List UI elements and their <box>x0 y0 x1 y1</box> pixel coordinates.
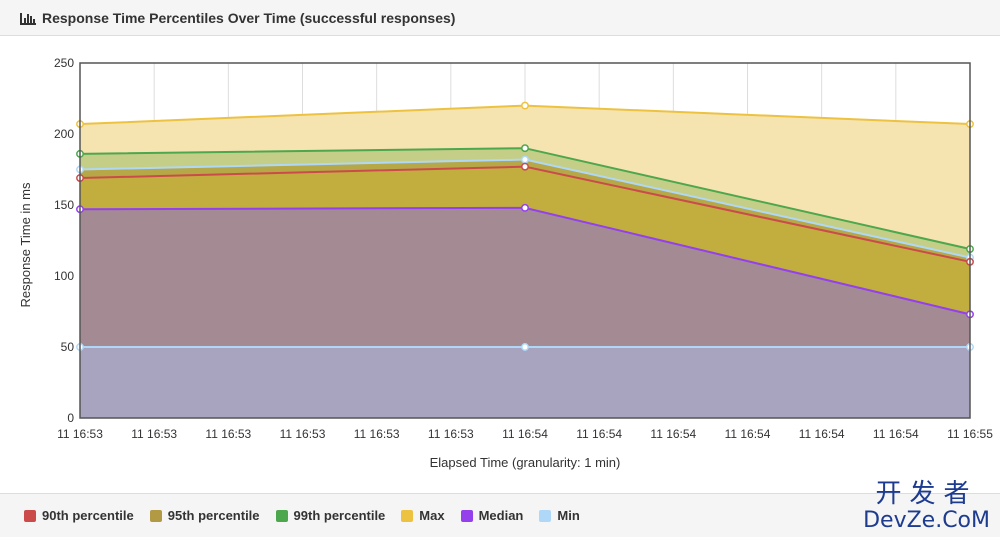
legend-label: 99th percentile <box>293 508 386 523</box>
x-tick-label: 11 16:54 <box>799 427 845 441</box>
legend-swatch <box>24 509 36 522</box>
area-min <box>80 347 970 418</box>
legend-swatch <box>460 509 473 522</box>
point-layer <box>76 101 974 351</box>
legend-item-99th[interactable]: 99th percentile <box>275 508 386 523</box>
y-tick-label: 100 <box>54 269 74 283</box>
legend: 90th percentile 95th percentile 99th per… <box>0 493 1000 537</box>
point-99th-percentile <box>521 144 529 153</box>
legend-swatch <box>401 509 414 522</box>
point-min <box>521 343 529 351</box>
legend-swatch <box>539 509 552 522</box>
point-median <box>521 203 529 212</box>
y-tick-label: 200 <box>54 127 74 141</box>
y-tick-label: 50 <box>61 340 75 354</box>
legend-label: 90th percentile <box>42 508 134 523</box>
x-tick-label: 11 16:54 <box>576 427 622 441</box>
x-tick-label: 11 16:53 <box>428 427 474 441</box>
x-tick-label: 11 16:54 <box>725 427 771 441</box>
legend-label: Max <box>419 508 445 523</box>
bar-chart-icon <box>20 12 36 25</box>
area-layer <box>80 105 970 418</box>
x-tick-label: 11 16:54 <box>650 427 696 441</box>
x-tick-label: 11 16:55 <box>947 427 993 441</box>
legend-swatch <box>149 509 162 522</box>
y-tick-label: 0 <box>67 411 74 425</box>
y-axis-label: Response Time in ms <box>18 182 33 307</box>
chart-area: 0 50 100 150 200 250 11 16:53 11 16:53 11 16:53 1… <box>0 37 1000 492</box>
watermark: 开发者 DevZe.CoM <box>863 479 990 533</box>
chart-title: Response Time Percentiles Over Time (suc… <box>42 9 456 26</box>
legend-label: Median <box>478 508 524 523</box>
legend-item-median[interactable]: Median <box>460 508 524 523</box>
legend-item-95th[interactable]: 95th percentile <box>149 508 260 523</box>
legend-label: 95th percentile <box>167 508 260 523</box>
x-tick-label: 11 16:53 <box>205 427 251 441</box>
plot-border <box>79 62 971 419</box>
x-tick-label: 11 16:54 <box>873 427 919 441</box>
x-tick-label: 11 16:53 <box>280 427 326 441</box>
legend-label: Min <box>557 508 580 523</box>
y-tick-label: 150 <box>54 198 74 212</box>
legend-item-90th[interactable]: 90th percentile <box>24 508 134 523</box>
legend-item-min[interactable]: Min <box>539 508 580 523</box>
y-tick-label: 250 <box>54 56 74 70</box>
x-tick-label: 11 16:54 <box>502 427 548 441</box>
legend-swatch <box>275 509 288 522</box>
tick-layer: 0 50 100 150 200 250 11 16:53 11 16:53 11 16:53 1… <box>54 56 993 441</box>
chart-svg: 0 50 100 150 200 250 11 16:53 11 16:53 11 16:53 1… <box>18 56 993 470</box>
point-max <box>521 101 529 110</box>
x-tick-label: 11 16:53 <box>354 427 400 441</box>
point-95th-percentile <box>521 155 529 164</box>
watermark-bottom: DevZe.CoM <box>863 508 990 533</box>
watermark-top: 开发者 <box>875 479 978 509</box>
x-tick-label: 11 16:53 <box>131 427 177 441</box>
x-tick-label: 11 16:53 <box>57 427 103 441</box>
chart-header: Response Time Percentiles Over Time (suc… <box>0 0 1000 36</box>
x-axis-label: Elapsed Time (granularity: 1 min) <box>430 455 621 470</box>
point-90th-percentile <box>521 162 529 171</box>
legend-item-max[interactable]: Max <box>401 508 445 523</box>
